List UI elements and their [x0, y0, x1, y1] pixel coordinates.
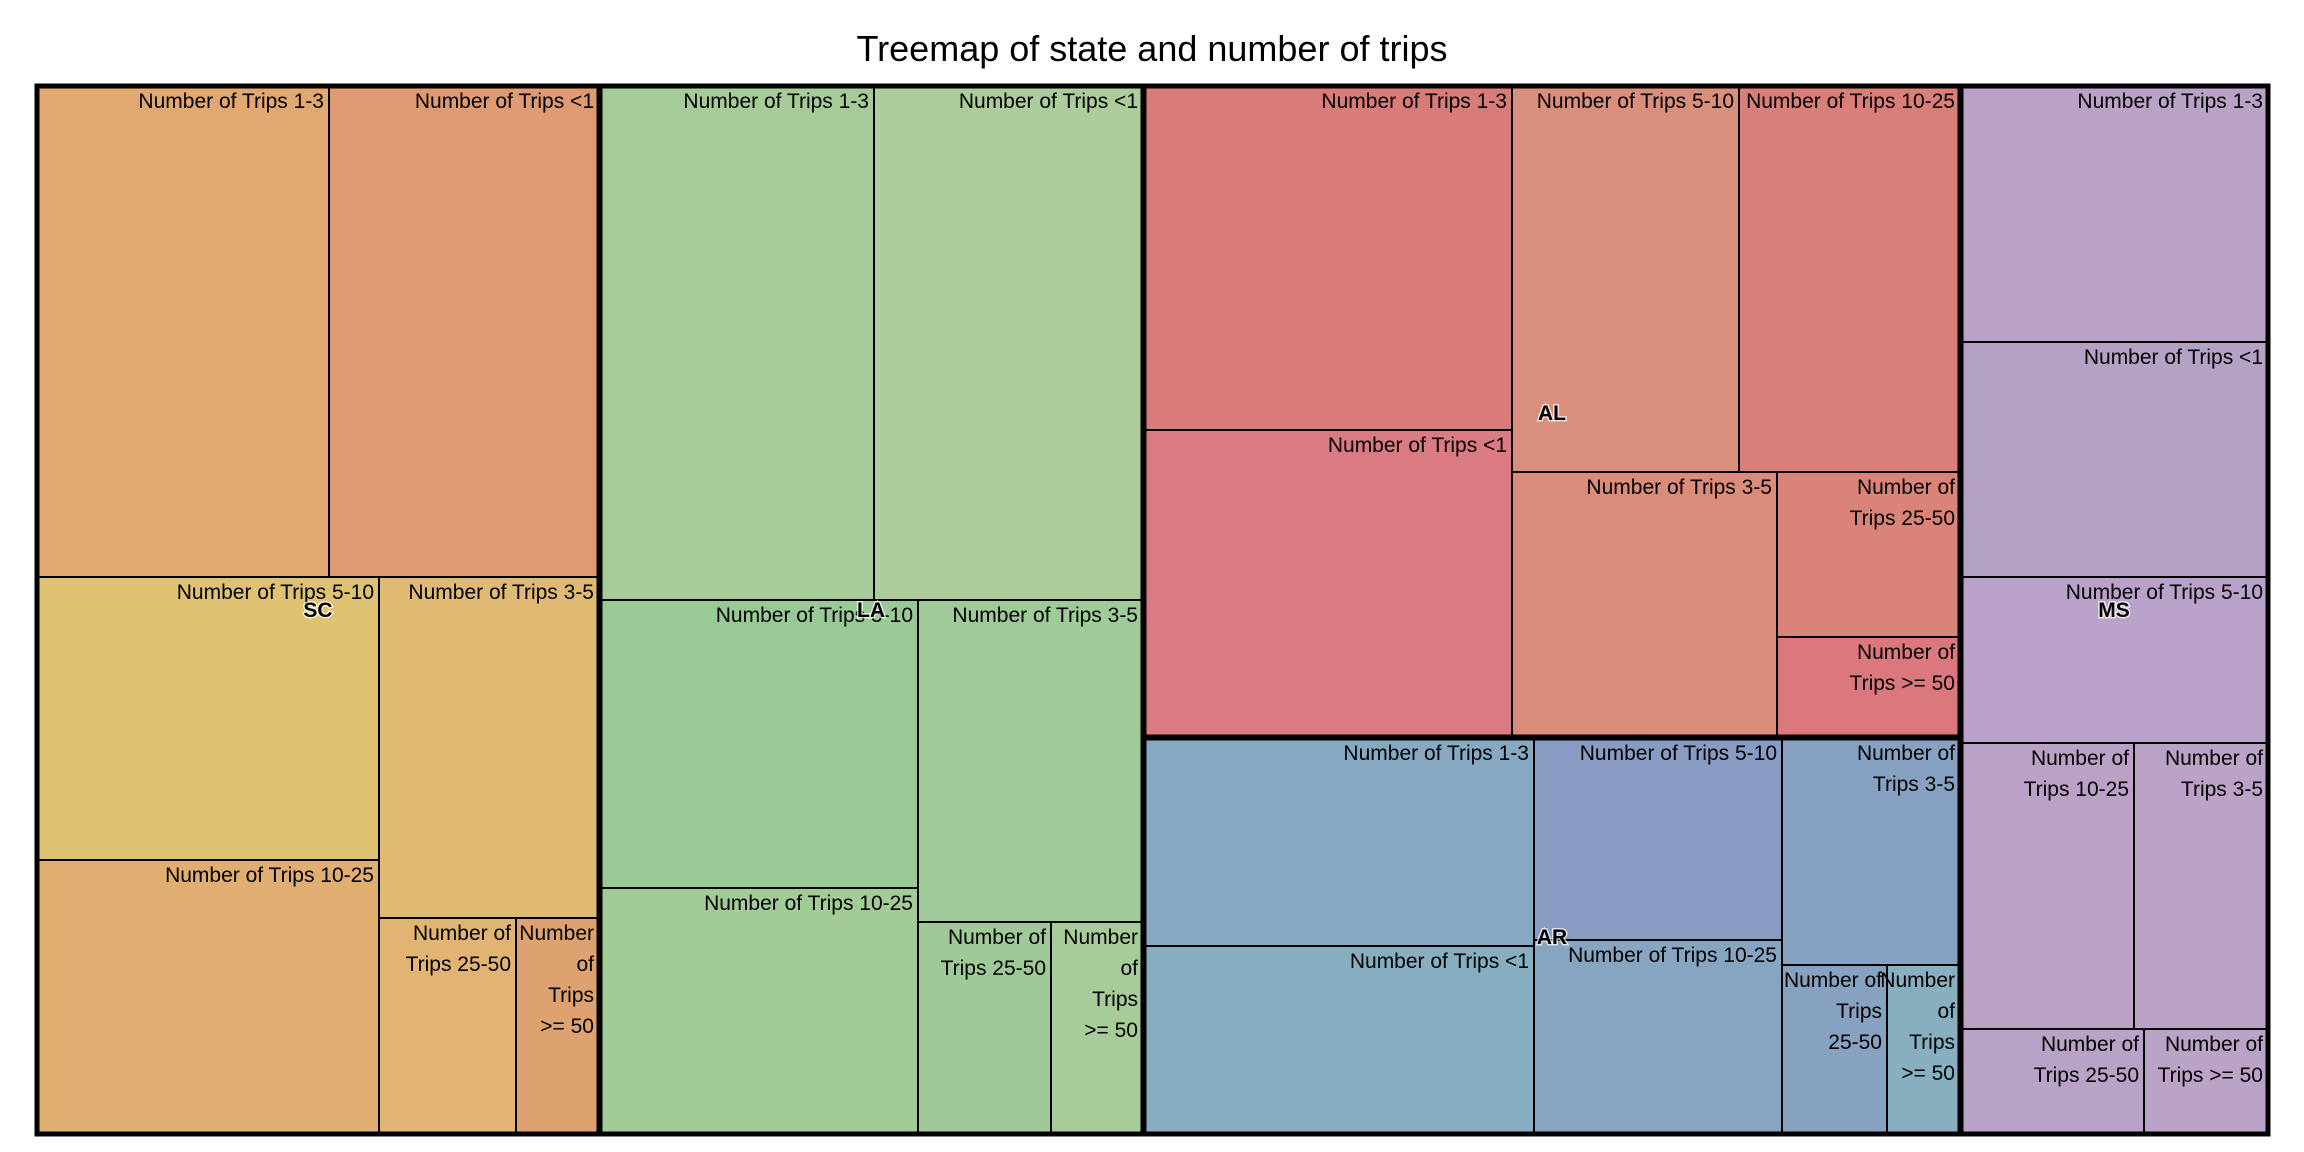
treemap-cell-label: Number of Trips 25-50 — [1850, 476, 1956, 530]
treemap-cell-label: Number of Trips 10-25 — [2024, 747, 2130, 801]
treemap-cell-label: Number of Trips 10-25 — [1568, 944, 1777, 967]
treemap-cell-al-number-of-trips-lt1[interactable] — [1143, 429, 1513, 738]
treemap-cell-label: Number of Trips 3-5 — [2165, 747, 2263, 801]
treemap-cell-label: Number of Trips 10-25 — [1746, 90, 1955, 113]
treemap-cell-ar-number-of-trips-25-50[interactable] — [1781, 964, 1888, 1135]
treemap-cell-label: Number of Trips 3-5 — [1857, 742, 1955, 796]
treemap-cell-label: Number of Trips 1-3 — [683, 90, 869, 113]
treemap-cell-la-number-of-trips-10-25[interactable] — [599, 887, 919, 1135]
treemap-cell-label: Number of Trips 1-3 — [1321, 90, 1507, 113]
treemap-cell-sc-number-of-trips-3-5[interactable] — [378, 576, 600, 919]
treemap-cell-label: Number of Trips <1 — [959, 90, 1138, 113]
treemap-cell-al-number-of-trips-5-10[interactable] — [1511, 85, 1740, 473]
treemap-cell-al-number-of-trips-1-3[interactable] — [1143, 85, 1513, 431]
treemap-cell-label: Number of Trips 1-3 — [1343, 742, 1529, 765]
treemap-cell-label: Number of Trips 25-50 — [406, 922, 512, 976]
treemap-cell-label: Number of Trips 25-50 — [2034, 1033, 2140, 1087]
treemap-cell-al-number-of-trips-10-25[interactable] — [1738, 85, 1961, 473]
treemap-cell-label: Number of Trips <1 — [415, 90, 594, 113]
treemap-cell-ms-number-of-trips-10-25[interactable] — [1960, 742, 2135, 1030]
treemap-cell-label: Number of Trips <1 — [1328, 434, 1507, 457]
treemap-group-ar: Number of Trips 1-3 Number of Trips <1 Num… — [1143, 737, 1961, 1135]
treemap-cell-label: Number of Trips >= 50 — [1880, 969, 1955, 1085]
chart-title: Treemap of state and number of trips — [856, 28, 1448, 69]
treemap-cell-la-number-of-trips-ge-50[interactable] — [1050, 921, 1144, 1135]
treemap-cell-label: Number of Trips 25-50 — [941, 926, 1047, 980]
treemap-cell-la-number-of-trips-5-10[interactable] — [599, 599, 919, 889]
treemap-cell-sc-number-of-trips-1-3[interactable] — [36, 85, 330, 578]
treemap-cell-sc-number-of-trips-10-25[interactable] — [36, 859, 380, 1135]
treemap-group-label-la: LA — [857, 599, 885, 622]
treemap-cell-label: Number of Trips 10-25 — [704, 892, 913, 915]
treemap-cell-label: Number of Trips >= 50 — [1063, 926, 1138, 1042]
treemap-cell-label: Number of Trips 10-25 — [165, 864, 374, 887]
treemap-cell-label: Number of Trips 5-10 — [177, 581, 374, 604]
treemap-cell-label: Number of Trips 3-5 — [1586, 476, 1772, 499]
treemap-cell-label: Number of Trips 5-10 — [1537, 90, 1734, 113]
treemap-cell-label: Number of Trips 3-5 — [408, 581, 594, 604]
treemap-cell-label: Number of Trips 25-50 — [1784, 969, 1882, 1054]
treemap-group-border-ms — [1958, 83, 2271, 1137]
treemap-cell-ms-number-of-trips-3-5[interactable] — [2133, 742, 2269, 1030]
treemap-cell-label: Number of Trips 5-10 — [1580, 742, 1777, 765]
treemap-cell-ar-number-of-trips-3-5[interactable] — [1781, 737, 1961, 966]
treemap-cell-label: Number of Trips >= 50 — [1850, 641, 1956, 695]
treemap-cell-label: Number of Trips 1-3 — [2077, 90, 2263, 113]
treemap-cell-sc-number-of-trips-5-10[interactable] — [36, 576, 380, 861]
treemap-cell-label: Number of Trips >= 50 — [2158, 1033, 2264, 1087]
treemap-cell-la-number-of-trips-lt1[interactable] — [873, 85, 1144, 601]
treemap-group-label-al: AL — [1538, 402, 1566, 425]
treemap-cell-la-number-of-trips-1-3[interactable] — [599, 85, 875, 601]
treemap-cell-ms-number-of-trips-1-3[interactable] — [1960, 85, 2269, 343]
treemap-group-sc: Number of Trips 1-3 Number of Trips <1 Num… — [36, 85, 600, 1135]
treemap-cell-la-number-of-trips-3-5[interactable] — [917, 599, 1144, 923]
treemap-cell-al-number-of-trips-3-5[interactable] — [1511, 471, 1778, 738]
treemap-group-label-sc: SC — [303, 599, 332, 622]
treemap-cell-sc-number-of-trips-lt1[interactable] — [328, 85, 600, 578]
treemap-cell-label: Number of Trips <1 — [1350, 950, 1529, 973]
treemap-cell-label: Number of Trips 3-5 — [952, 604, 1138, 627]
treemap-cell-ar-number-of-trips-1-3[interactable] — [1143, 737, 1535, 947]
treemap-cell-ar-number-of-trips-lt1[interactable] — [1143, 945, 1535, 1135]
treemap-group-al: Number of Trips 1-3 Number of Trips <1 Num… — [1143, 85, 1961, 738]
treemap-group-label-ms: MS — [2098, 599, 2130, 622]
treemap-cell-label: Number of Trips 5-10 — [2066, 581, 2263, 604]
treemap-cell-ms-number-of-trips-lt1[interactable] — [1960, 341, 2269, 578]
treemap-cell-label: Number of Trips >= 50 — [519, 922, 594, 1038]
treemap-cell-label: Number of Trips 1-3 — [138, 90, 324, 113]
treemap-group-la: Number of Trips 1-3 Number of Trips <1 Num… — [599, 85, 1144, 1135]
treemap-cell-ar-number-of-trips-10-25[interactable] — [1533, 939, 1783, 1135]
treemap-group-label-ar: AR — [1537, 926, 1567, 949]
treemap-cell-sc-number-of-trips-25-50[interactable] — [378, 917, 517, 1135]
treemap-group-ms: Number of Trips 1-3 Number of Trips <1 Num… — [1960, 85, 2269, 1135]
treemap-cell-label: Number of Trips 5-10 — [716, 604, 913, 627]
treemap-cell-label: Number of Trips <1 — [2084, 346, 2263, 369]
treemap-cell-ar-number-of-trips-5-10[interactable] — [1533, 737, 1783, 941]
treemap-cell-la-number-of-trips-25-50[interactable] — [917, 921, 1052, 1135]
